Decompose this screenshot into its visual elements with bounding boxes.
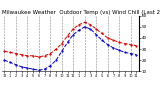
Text: Milwaukee Weather  Outdoor Temp (vs) Wind Chill (Last 24 Hours): Milwaukee Weather Outdoor Temp (vs) Wind… [2, 10, 160, 15]
